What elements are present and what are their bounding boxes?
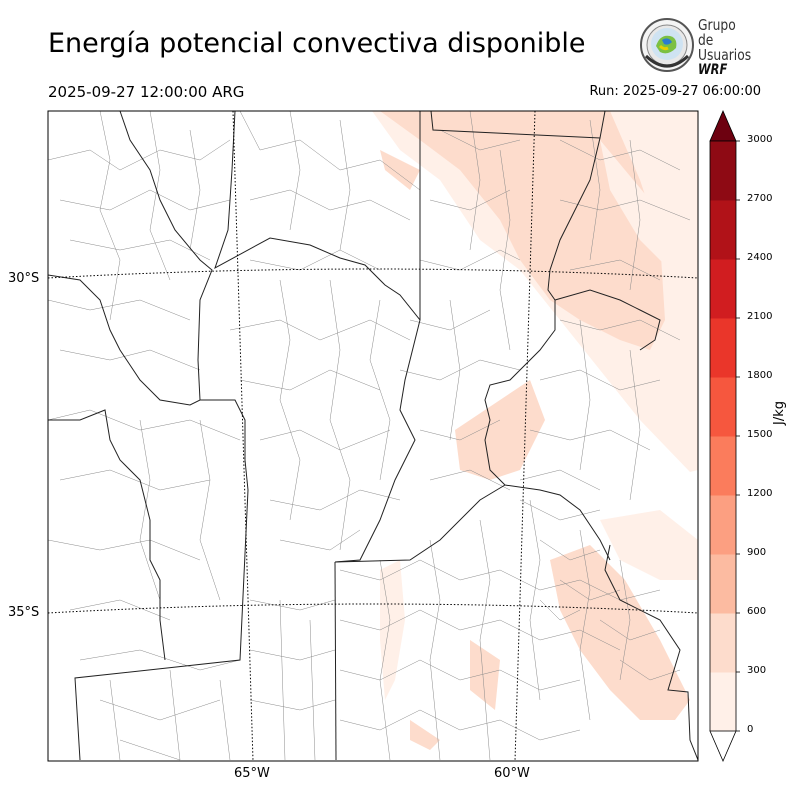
lat-label-35s: 35°S [8,605,40,620]
province-borders [48,111,698,761]
colorbar-tick-label: 2400 [747,252,773,263]
colorbar-tick-label: 1500 [747,429,773,440]
colorbar-tick-label: 2700 [747,193,773,204]
cape-area-0-300-ne [600,140,698,290]
cape-area-300-600-speck [410,720,440,750]
department-borders [48,111,691,761]
colorbar-tick-label: 2100 [747,311,773,322]
cape-area-0-300-west [380,560,405,700]
colorbar-tick-label: 300 [747,665,767,676]
logo-line-1: Grupo de [698,16,736,49]
parallel-35s [48,603,698,614]
colorbar-segment [710,200,736,260]
colorbar-segment [710,436,736,496]
lon-label-65w: 65°W [234,766,270,781]
lat-label-30s: 30°S [8,271,40,286]
colorbar-segment [710,672,736,732]
cape-shading [372,111,698,750]
colorbar-segment [710,141,736,201]
logo-line-3: WRF [698,62,728,78]
map-frame [47,110,699,762]
colorbar-segment [710,318,736,378]
globe-icon [640,18,694,72]
run-time: Run: 2025-09-27 06:00:00 [589,84,761,99]
map-title: Energía potencial convectiva disponible [48,28,586,59]
colorbar-tick-label: 600 [747,606,767,617]
colorbar-segment [710,613,736,673]
cape-area-300-600-north [380,111,665,350]
wrf-users-logo: Grupo de Usuarios WRF [638,16,758,78]
cape-area-300-600-south [470,640,500,710]
valid-time: 2025-09-27 12:00:00 ARG [48,83,245,101]
colorbar-tick-label: 1200 [747,488,773,499]
colorbar-tick-label: 3000 [747,134,773,145]
cape-area-0-300-east [600,510,698,580]
colorbar-segment [710,554,736,614]
cape-area-300-600-central [455,380,545,480]
colorbar-tick-label: 1800 [747,370,773,381]
colorbar-unit: J/kg [772,401,787,425]
colorbar-segment [710,495,736,555]
colorbar-segment [710,259,736,319]
colorbar-segment [710,377,736,437]
colorbar-tick-label: 0 [747,724,754,735]
logo-text: Grupo de Usuarios WRF [698,18,751,78]
colorbar [709,109,740,763]
graticule [48,111,698,761]
colorbar-tick-label: 900 [747,547,767,558]
colorbar-extend-max [709,109,737,142]
cape-area-300-600-coast [550,545,690,720]
colorbar-extend-min [709,730,737,763]
logo-line-2: Usuarios [698,46,752,64]
lon-label-60w: 60°W [494,766,530,781]
cape-area-300-600-patch [380,150,420,190]
parallel-30s [48,268,698,279]
